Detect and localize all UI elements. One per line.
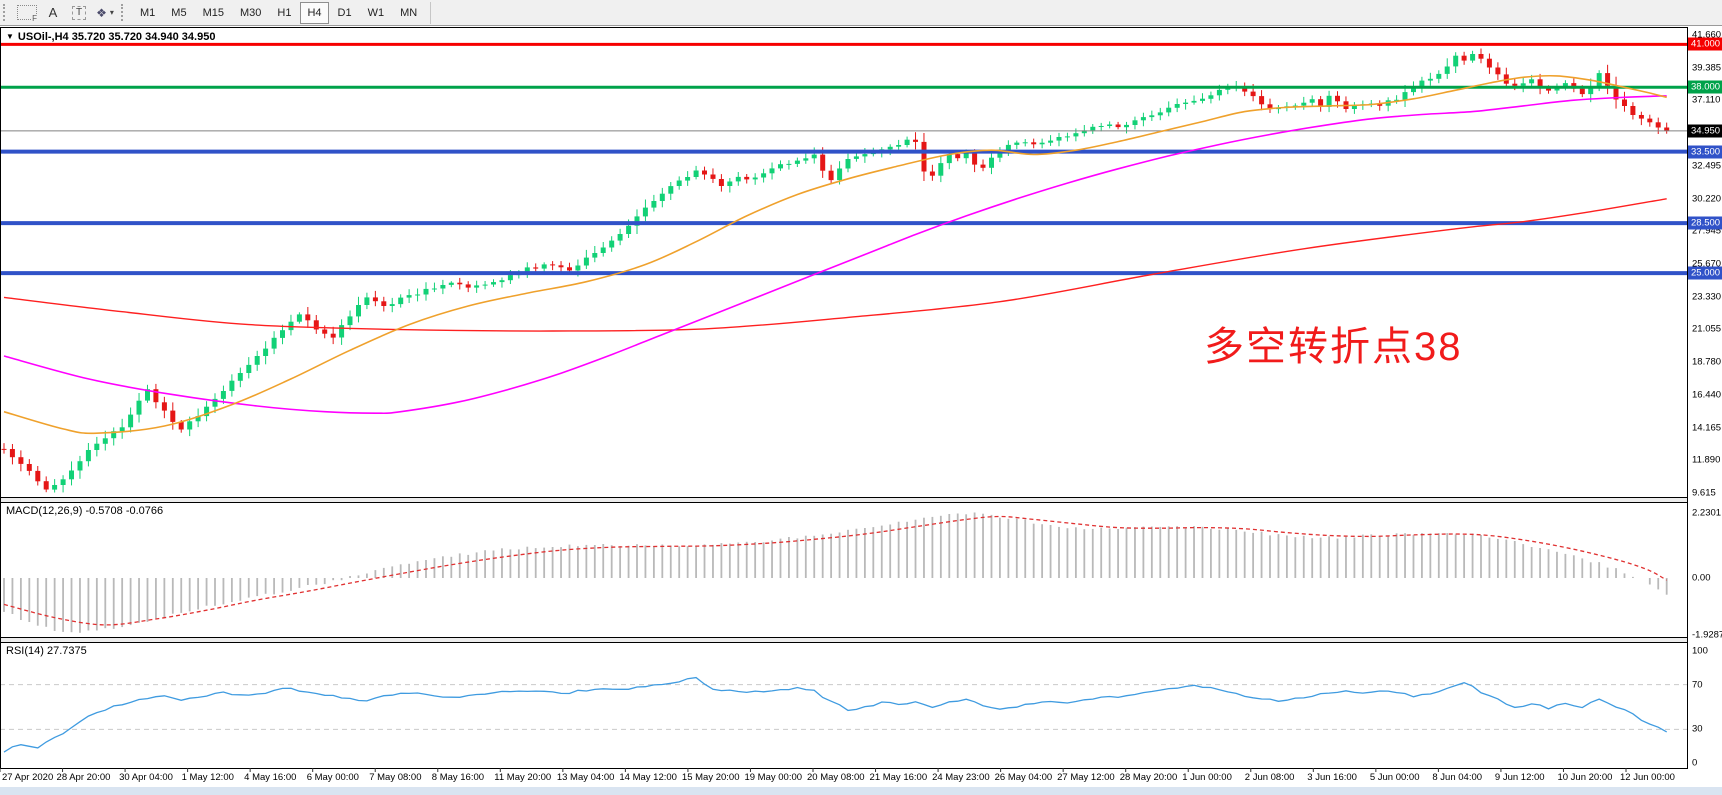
time-axis-label: 9 Jun 12:00 (1494, 772, 1545, 783)
text-a-icon: A (48, 5, 58, 20)
rsi-indicator-label: RSI(14) 27.7375 (6, 645, 87, 657)
price-axis-tick-label: 16.440 (1692, 389, 1722, 401)
time-axis-label: 28 Apr 20:00 (56, 772, 111, 783)
template-button[interactable]: F (16, 3, 38, 23)
price-level-badge: 38.000 (1688, 80, 1722, 94)
text-label-icon: T (71, 5, 87, 20)
chart-title-text: USOil-,H4 35.720 35.720 34.940 34.950 (17, 31, 216, 43)
time-axis-label: 26 May 04:00 (994, 772, 1053, 783)
timeframe-button-m5[interactable]: M5 (171, 6, 187, 19)
text-tool-button[interactable]: A (42, 3, 64, 23)
time-axis-label: 15 May 20:00 (681, 772, 740, 783)
price-axis-tick-label: 39.385 (1692, 62, 1722, 74)
macd-axis-tick-label: 0.00 (1692, 572, 1711, 584)
time-axis-label: 7 May 08:00 (369, 772, 422, 783)
price-axis-tick-label: 32.495 (1692, 160, 1722, 172)
rsi-axis-tick-label: 30 (1692, 723, 1703, 735)
time-axis-label: 3 Jun 16:00 (1307, 772, 1357, 783)
window-bottom-edge (0, 787, 1722, 795)
time-axis-label: 12 Jun 00:00 (1620, 772, 1675, 783)
time-axis-label: 2 Jun 08:00 (1244, 772, 1295, 783)
price-level-badge: 33.500 (1688, 145, 1722, 159)
price-axis-tick-label: 41.660 (1692, 29, 1722, 41)
price-level-badge: 28.500 (1688, 216, 1722, 230)
time-axis-label: 8 Jun 04:00 (1432, 772, 1483, 783)
time-axis-label: 1 Jun 00:00 (1182, 772, 1232, 783)
rsi-axis-tick-label: 0 (1692, 757, 1698, 769)
price-axis-tick-label: 27.945 (1692, 225, 1722, 237)
price-level-badge: 25.000 (1688, 266, 1722, 280)
price-axis-tick-label: 23.330 (1692, 291, 1722, 303)
symbol-dropdown-icon[interactable]: ▼ (6, 32, 14, 41)
time-axis-label: 20 May 08:00 (807, 772, 865, 783)
time-axis-label: 21 May 16:00 (869, 772, 928, 783)
arrow-objects-button[interactable]: ❖ ▾ (94, 3, 116, 23)
timeframe-button-w1[interactable]: W1 (367, 6, 385, 19)
toolbar-grip[interactable] (3, 4, 8, 21)
price-axis-tick-label: 18.780 (1692, 356, 1722, 368)
price-axis-tick-label: 11.890 (1692, 454, 1721, 466)
price-axis-tick-label: 25.670 (1692, 258, 1722, 270)
timeframe-button-h4[interactable]: H4 (300, 1, 329, 24)
panel-splitter-rsi[interactable] (0, 639, 1688, 642)
time-axis-label: 24 May 23:00 (932, 772, 990, 783)
time-axis-label: 13 May 04:00 (556, 772, 615, 783)
timeframe-button-m15[interactable]: M15 (202, 6, 224, 19)
time-axis-label: 8 May 16:00 (431, 772, 485, 783)
time-axis-label: 30 Apr 04:00 (119, 772, 173, 783)
timeframe-button-m30[interactable]: M30 (239, 6, 262, 19)
price-axis-tick-label: 21.055 (1692, 323, 1722, 335)
time-axis-label: 28 May 20:00 (1119, 772, 1178, 783)
chart-canvas[interactable] (0, 27, 1722, 795)
time-axis-label: 27 May 12:00 (1057, 772, 1115, 783)
price-axis-tick-label: 9.615 (1692, 487, 1716, 499)
toolbar: F A T ❖ ▾ M1 M5 M15 M30 H1 H4 D1 W1 MN (0, 0, 1722, 26)
price-level-badge: 41.000 (1688, 37, 1722, 51)
timeframe-button-m1[interactable]: M1 (140, 6, 156, 19)
timeframe-button-mn[interactable]: MN (400, 6, 418, 19)
time-axis-label: 11 May 20:00 (494, 772, 552, 783)
macd-axis-tick-label: 2.2301 (1692, 507, 1722, 519)
time-axis-label: 5 Jun 00:00 (1369, 772, 1420, 783)
price-axis-tick-label: 30.220 (1692, 193, 1722, 204)
macd-axis-tick-label: -1.9287 (1692, 629, 1722, 640)
price-axis-tick-label: 14.165 (1692, 422, 1722, 434)
time-axis-label: 27 Apr 2020 (2, 772, 54, 783)
chart-title: ▼ USOil-,H4 35.720 35.720 34.940 34.950 (6, 31, 215, 43)
arrow-objects-icon: ❖ (96, 5, 107, 20)
price-level-badge: 34.950 (1688, 124, 1722, 138)
timeframe-button-d1[interactable]: D1 (337, 6, 352, 19)
timeframe-group: M1 M5 M15 M30 H1 H4 D1 W1 MN (132, 1, 425, 24)
macd-indicator-label: MACD(12,26,9) -0.5708 -0.0766 (6, 505, 164, 517)
rsi-axis-tick-label: 100 (1692, 645, 1708, 657)
time-axis-label: 4 May 16:00 (244, 772, 297, 783)
time-axis-label: 6 May 00:00 (306, 772, 359, 783)
time-axis-label: 10 Jun 20:00 (1557, 772, 1613, 783)
time-axis-label: 1 May 12:00 (181, 772, 234, 783)
toolbar-separator (430, 1, 432, 24)
chart-annotation-text: 多空转折点38 (1204, 325, 1463, 369)
price-axis-tick-label: 37.110 (1692, 94, 1721, 106)
rsi-axis-tick-label: 70 (1692, 679, 1703, 691)
chevron-down-icon: ▾ (109, 8, 114, 17)
panel-splitter-macd[interactable] (0, 499, 1688, 502)
toolbar-grip-2[interactable] (121, 4, 126, 21)
timeframe-button-h1[interactable]: H1 (277, 6, 292, 19)
time-axis-label: 14 May 12:00 (619, 772, 677, 783)
time-axis-label: 19 May 00:00 (744, 772, 803, 783)
text-label-button[interactable]: T (68, 3, 90, 23)
template-icon: F (17, 5, 37, 23)
